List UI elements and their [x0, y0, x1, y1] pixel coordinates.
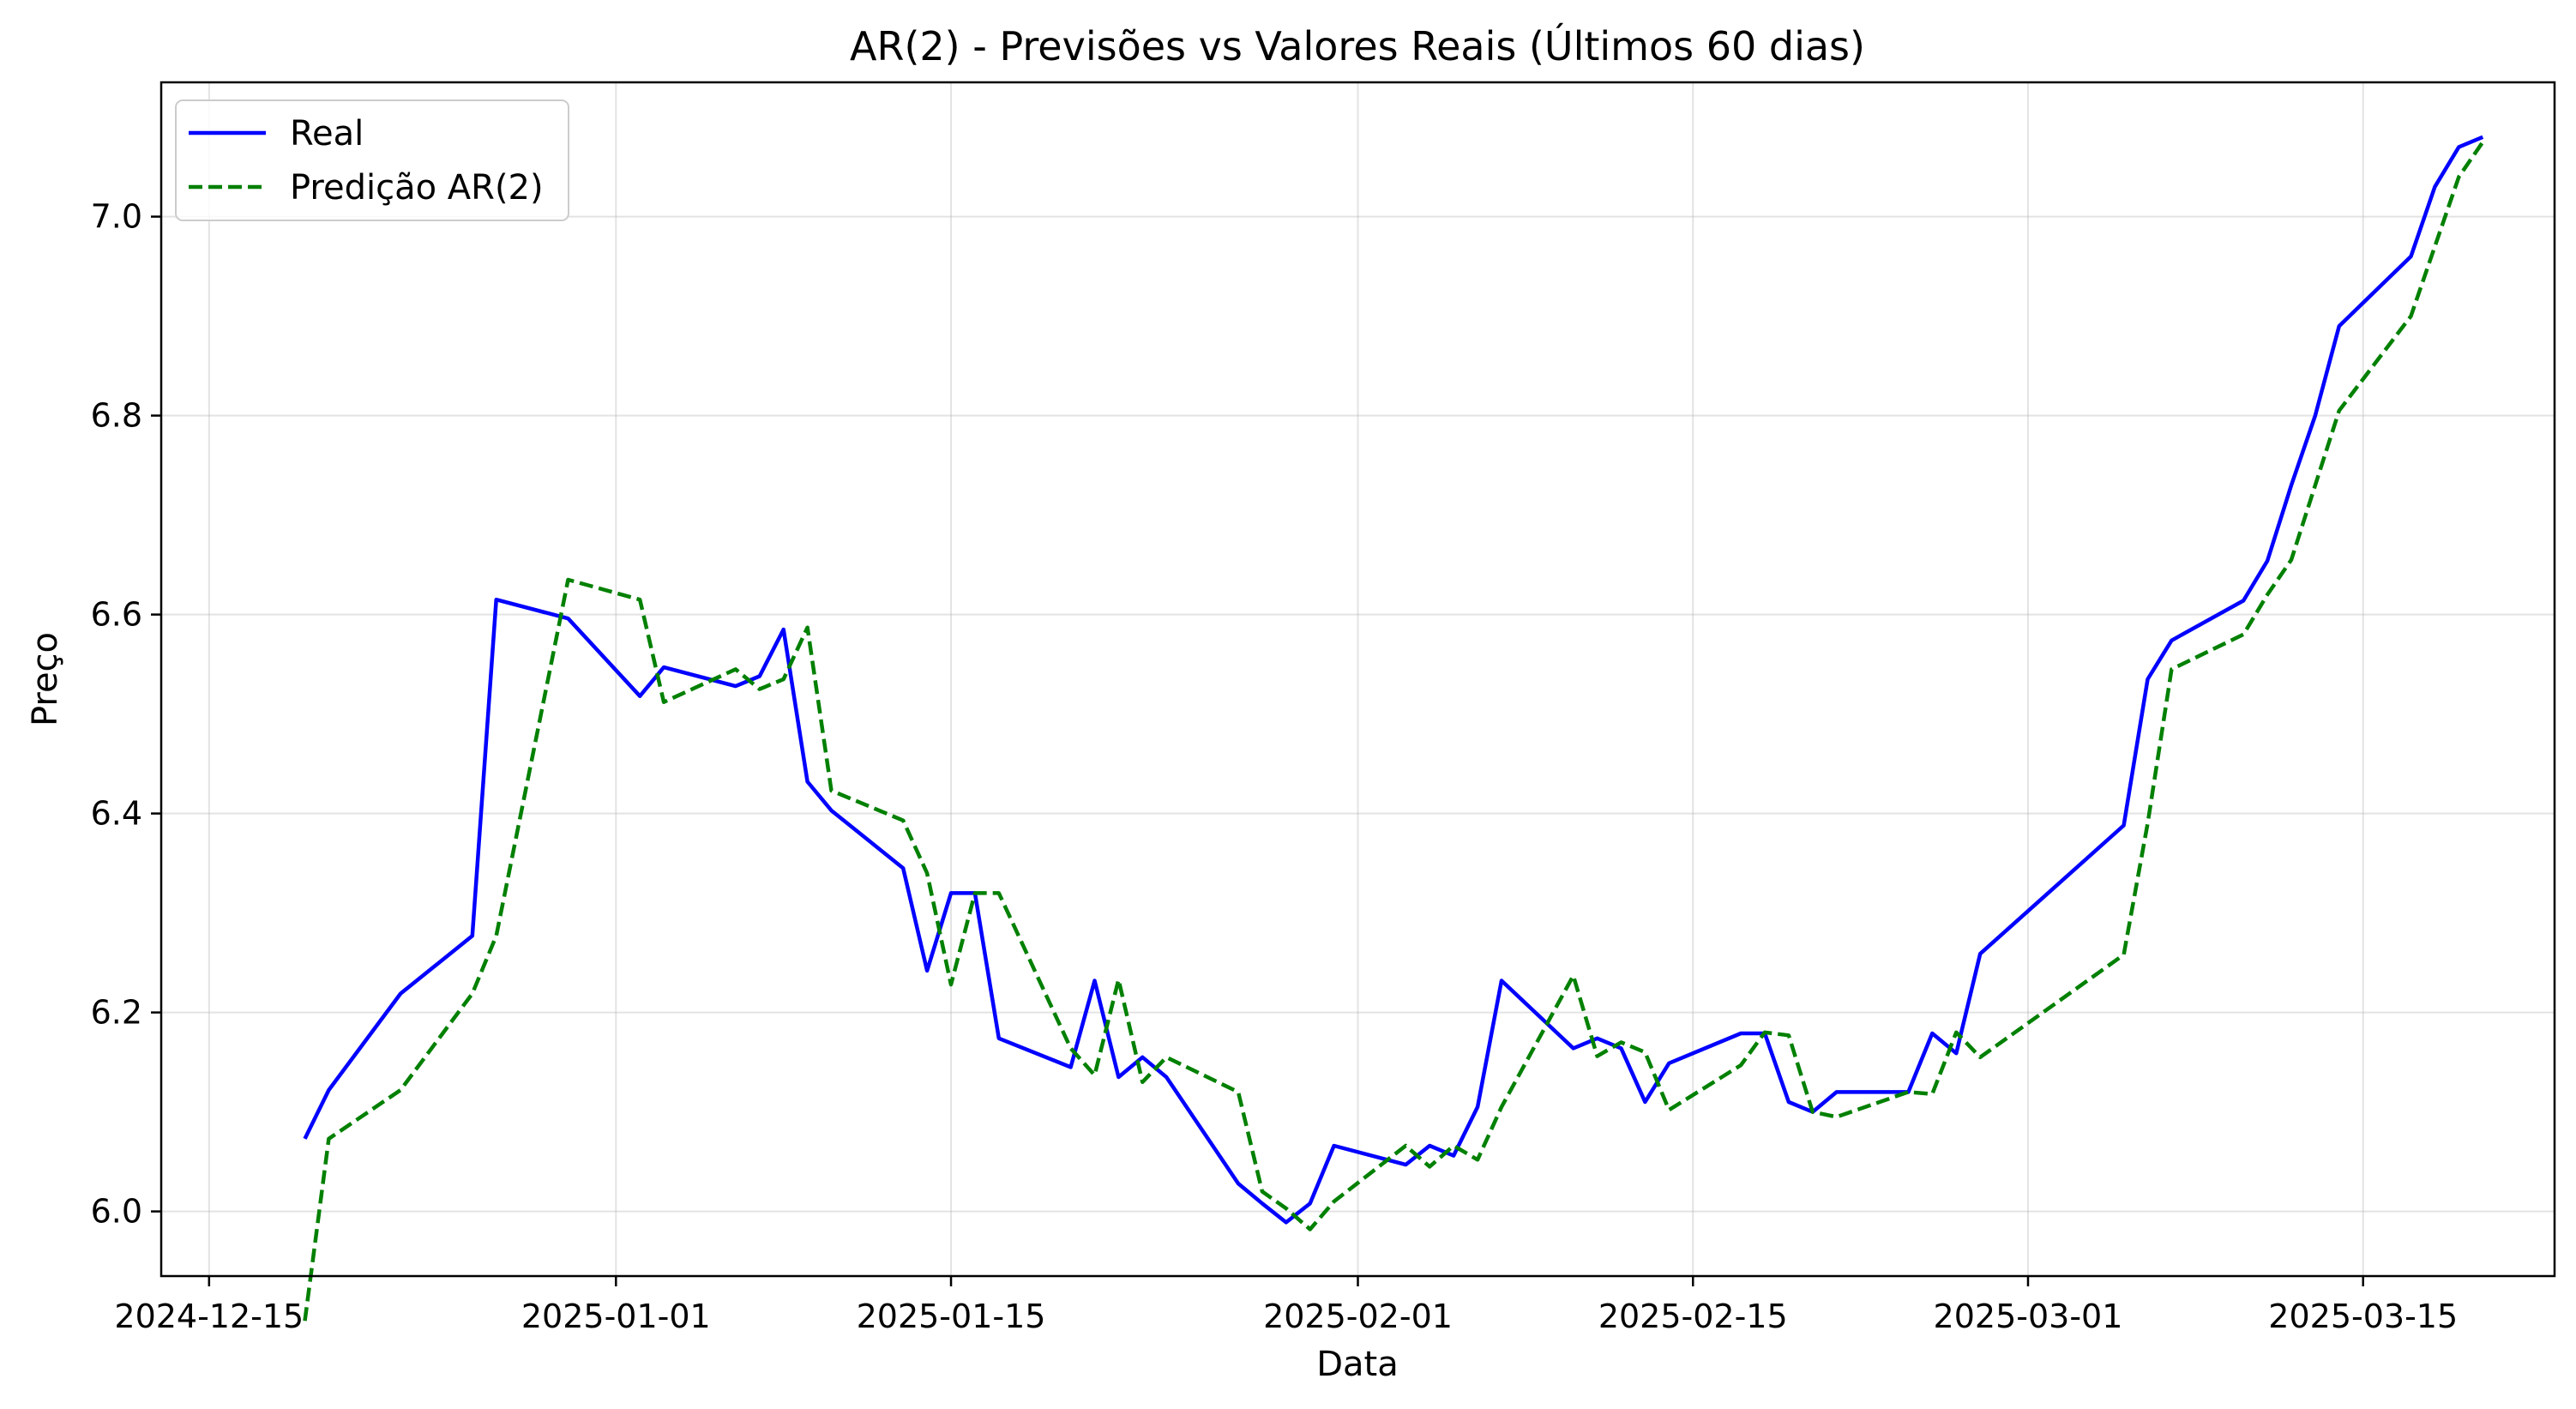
y-axis-title: Preço: [26, 632, 65, 726]
y-tick-label: 6.6: [91, 596, 142, 634]
x-axis-title: Data: [1316, 1345, 1399, 1384]
legend: Real Predição AR(2): [175, 99, 569, 221]
series-line-ar2-prediction: [303, 141, 2485, 1322]
series-lines: [303, 135, 2485, 1322]
series-line-real: [303, 135, 2484, 1225]
y-tick-label: 6.0: [91, 1193, 142, 1231]
legend-label-real: Real: [290, 114, 364, 154]
y-tick-label: 6.4: [91, 795, 142, 833]
y-tick-label: 6.8: [91, 397, 142, 435]
legend-box: [175, 99, 569, 221]
y-tick-label: 7.0: [91, 198, 142, 236]
chart-title: AR(2) - Previsões vs Valores Reais (Últi…: [850, 23, 1865, 69]
legend-label-ar2: Predição AR(2): [290, 168, 544, 208]
x-tick-label: 2025-03-01: [1934, 1298, 2123, 1335]
x-tick-label: 2025-02-15: [1598, 1298, 1788, 1335]
x-tick-label: 2025-01-01: [521, 1298, 711, 1335]
x-tick-label: 2025-01-15: [857, 1298, 1046, 1335]
y-tick-label: 6.2: [91, 994, 142, 1032]
x-tick-label: 2025-03-15: [2268, 1298, 2458, 1335]
x-tick-label: 2024-12-15: [114, 1298, 304, 1335]
x-tick-label: 2025-02-01: [1263, 1298, 1453, 1335]
axis-ticks: 2024-12-15 2025-01-01 2025-01-15 2025-02-01…: [91, 198, 2459, 1335]
